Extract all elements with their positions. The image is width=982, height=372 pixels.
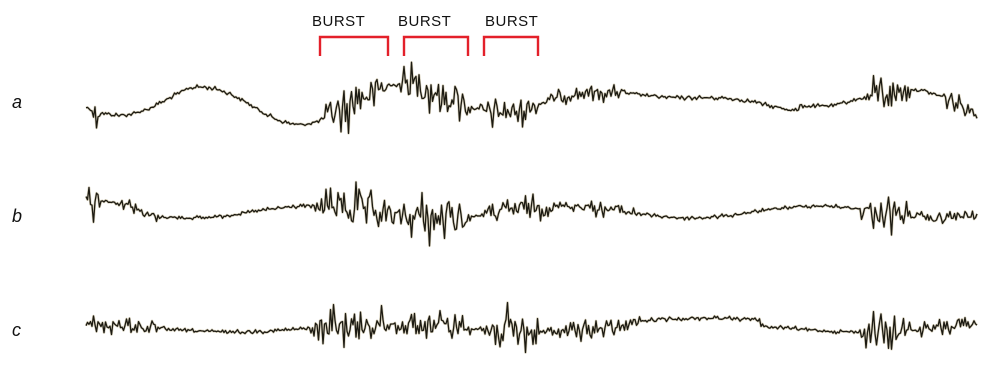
trace-b-shade (84, 180, 979, 248)
trace-label-b: b (12, 206, 22, 226)
burst-label-2: BURST (398, 13, 451, 30)
trace-c-shade (84, 301, 978, 354)
trace-c (84, 301, 978, 354)
burst-bracket-3 (482, 35, 540, 56)
burst-label-3: BURST (485, 13, 538, 30)
burst-bracket-1 (318, 35, 390, 56)
trace-label-a: a (12, 92, 22, 112)
burst-label-1: BURST (312, 13, 365, 30)
trace-a-waveform (85, 61, 978, 134)
trace-label-c: c (12, 320, 21, 340)
trace-a (85, 61, 979, 135)
trace-b-waveform (85, 181, 978, 247)
trace-b (84, 180, 979, 248)
trace-a-shade (85, 61, 979, 135)
burst-bracket-2 (402, 35, 470, 56)
trace-c-waveform (85, 301, 978, 354)
